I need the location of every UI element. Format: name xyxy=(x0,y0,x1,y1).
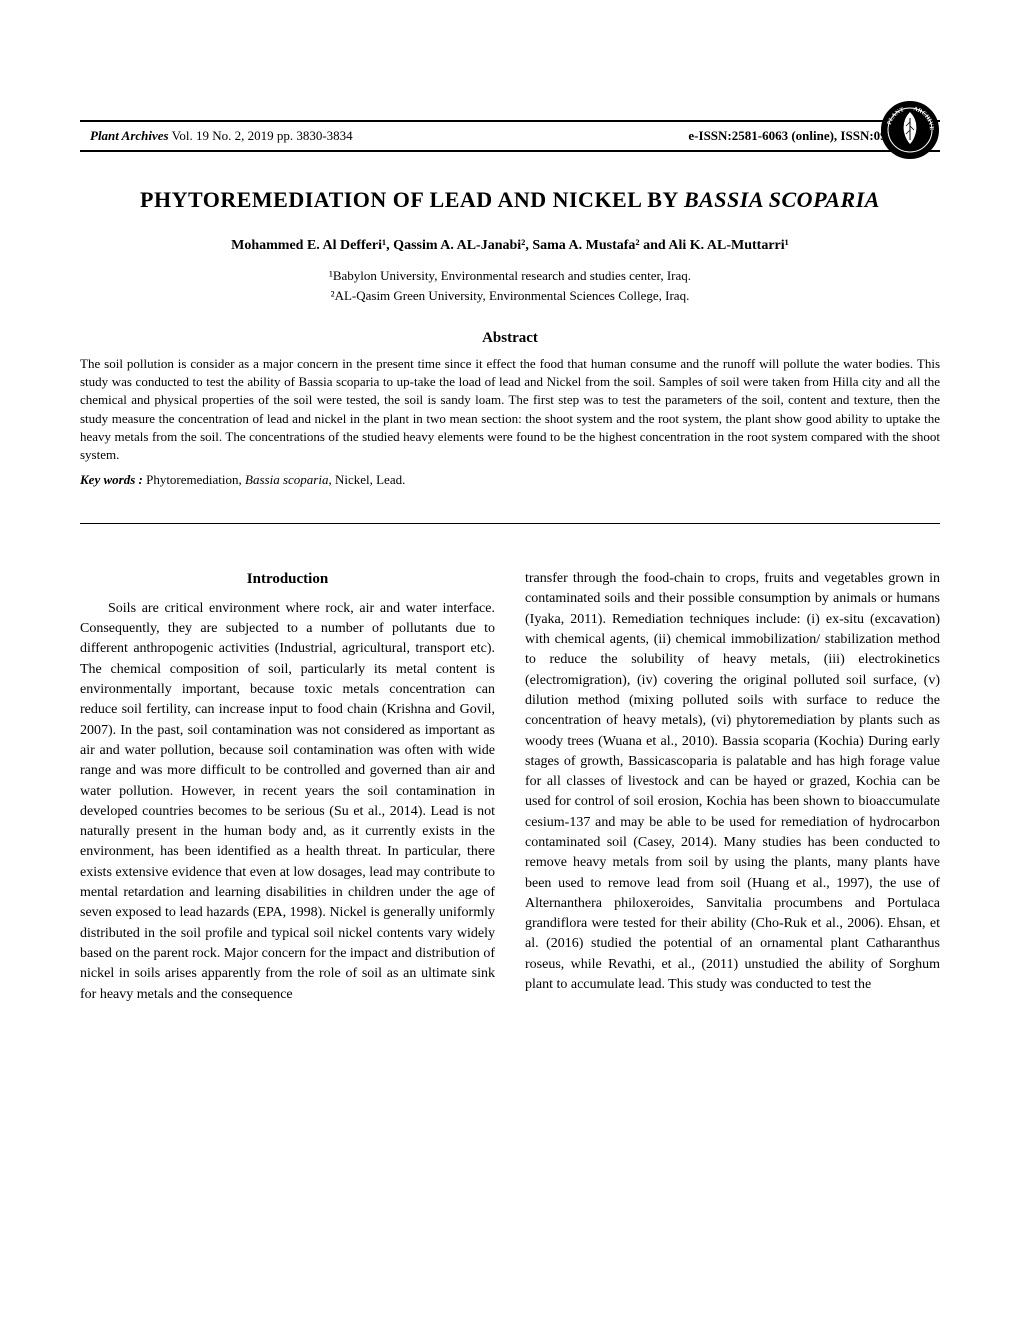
keywords-after: Nickel, Lead. xyxy=(332,472,406,487)
title-species: BASSIA SCOPARIA xyxy=(684,187,880,212)
column-left: Introduction Soils are critical environm… xyxy=(80,569,495,1005)
keywords-species: Bassia scoparia, xyxy=(245,472,332,487)
volume-info: Vol. 19 No. 2, 2019 pp. 3830-3834 xyxy=(169,128,353,143)
article-title: PHYTOREMEDIATION OF LEAD AND NICKEL BY B… xyxy=(80,187,940,213)
title-text: PHYTOREMEDIATION OF LEAD AND NICKEL BY xyxy=(140,187,684,212)
journal-name: Plant Archives xyxy=(90,128,169,143)
affiliation-1: ¹Babylon University, Environmental resea… xyxy=(80,266,940,286)
journal-info: Plant Archives Vol. 19 No. 2, 2019 pp. 3… xyxy=(90,128,353,144)
journal-logo: PLANT ARCHIVES xyxy=(880,100,940,160)
affiliation-2: ²AL-Qasim Green University, Environmenta… xyxy=(80,286,940,306)
abstract-text: The soil pollution is consider as a majo… xyxy=(80,355,940,464)
column-right: transfer through the food-chain to crops… xyxy=(525,569,940,1005)
introduction-heading: Introduction xyxy=(80,569,495,591)
authors: Mohammed E. Al Defferi¹, Qassim A. AL-Ja… xyxy=(80,238,940,254)
column-right-text: transfer through the food-chain to crops… xyxy=(525,569,940,995)
keywords-before: Phytoremediation, xyxy=(146,472,245,487)
abstract-heading: Abstract xyxy=(80,330,940,347)
body-columns: Introduction Soils are critical environm… xyxy=(80,569,940,1005)
header-bar: Plant Archives Vol. 19 No. 2, 2019 pp. 3… xyxy=(80,120,940,152)
keywords: Key words : Phytoremediation, Bassia sco… xyxy=(80,472,940,488)
column-left-text: Soils are critical environment where roc… xyxy=(80,599,495,1005)
divider-line xyxy=(80,523,940,524)
keywords-label: Key words : xyxy=(80,472,146,487)
affiliations: ¹Babylon University, Environmental resea… xyxy=(80,266,940,305)
